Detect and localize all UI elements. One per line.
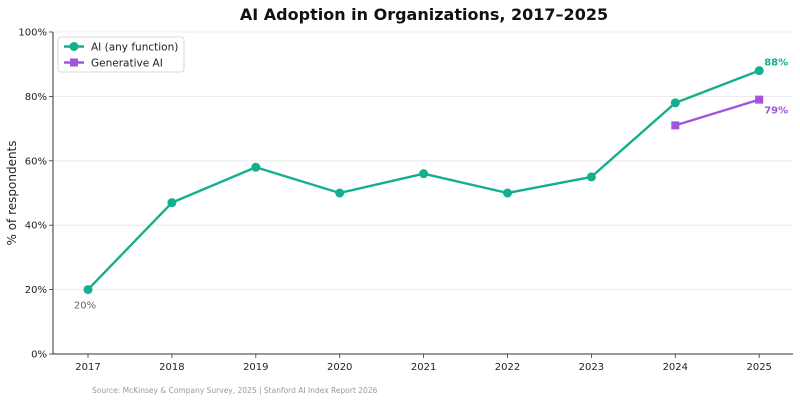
- data-point-circle: [83, 285, 93, 295]
- y-tick-label: 60%: [25, 156, 47, 167]
- x-tick-label: 2019: [243, 362, 268, 373]
- grid-lines: [53, 31, 793, 291]
- legend-label: Generative AI: [91, 58, 163, 70]
- data-points: [83, 66, 764, 295]
- legend: AI (any function) Generative AI: [57, 36, 185, 73]
- data-point-square: [755, 95, 764, 104]
- y-tick-label: 40%: [25, 221, 47, 232]
- y-tick-label: 0%: [31, 350, 47, 361]
- data-point-circle: [754, 66, 764, 76]
- data-point-circle: [335, 188, 345, 198]
- x-tick-label: 2021: [411, 362, 436, 373]
- data-labels: 20% 88% 79%: [74, 58, 788, 312]
- x-tick-label: 2024: [663, 362, 688, 373]
- data-point-circle: [419, 169, 429, 179]
- y-tick-label: 80%: [25, 92, 47, 103]
- data-label: 79%: [764, 106, 788, 117]
- x-tick-label: 2020: [327, 362, 352, 373]
- y-tick-label: 20%: [25, 285, 47, 296]
- series-line-1: [674, 98, 761, 127]
- x-tick-label: 2025: [746, 362, 771, 373]
- source-note: Source: McKinsey & Company Survey, 2025 …: [92, 386, 378, 395]
- x-tick-label: 2022: [495, 362, 520, 373]
- data-point-circle: [167, 198, 177, 208]
- tick-labels: 0% 20% 40% 60% 80% 100% 2017 2018 2019 2020 2021 20…: [18, 28, 772, 374]
- data-point-circle: [670, 98, 680, 108]
- data-label: 88%: [764, 58, 788, 69]
- series-lines: [86, 69, 761, 291]
- series-line-0: [86, 69, 761, 291]
- legend-marker-circle: [69, 42, 79, 51]
- data-label: 20%: [74, 301, 96, 312]
- data-point-circle: [586, 172, 596, 182]
- data-point-circle: [503, 188, 512, 198]
- x-tick-label: 2017: [75, 362, 100, 373]
- legend-label: AI (any function): [91, 42, 178, 54]
- axes: [49, 31, 793, 358]
- y-tick-label: 100%: [18, 28, 47, 39]
- legend-marker-square: [70, 58, 78, 67]
- x-tick-label: 2023: [579, 362, 604, 373]
- data-point-circle: [251, 162, 261, 172]
- legend-box: [57, 36, 185, 73]
- x-tick-label: 2018: [159, 362, 184, 373]
- data-point-square: [671, 121, 680, 130]
- y-axis-label: % of respondents: [5, 140, 19, 245]
- chart-title: AI Adoption in Organizations, 2017–2025: [240, 5, 608, 24]
